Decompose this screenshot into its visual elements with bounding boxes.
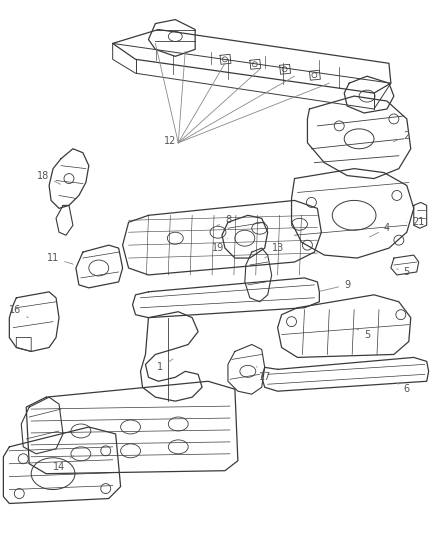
Text: 21: 21 xyxy=(407,217,425,227)
Text: 5: 5 xyxy=(396,267,410,277)
Text: 6: 6 xyxy=(396,383,410,394)
Text: 2: 2 xyxy=(393,131,410,142)
Text: 17: 17 xyxy=(257,367,271,382)
Text: 12: 12 xyxy=(164,136,177,146)
Text: 14: 14 xyxy=(53,456,74,472)
Text: 4: 4 xyxy=(370,223,390,237)
Text: 13: 13 xyxy=(265,243,284,258)
Text: 18: 18 xyxy=(37,171,60,184)
Text: 19: 19 xyxy=(212,238,228,253)
Text: 1: 1 xyxy=(157,359,173,373)
Text: 16: 16 xyxy=(9,305,28,318)
Text: 5: 5 xyxy=(357,329,370,340)
Text: 8: 8 xyxy=(215,215,231,227)
Text: 9: 9 xyxy=(320,280,350,291)
Text: 11: 11 xyxy=(47,253,73,264)
